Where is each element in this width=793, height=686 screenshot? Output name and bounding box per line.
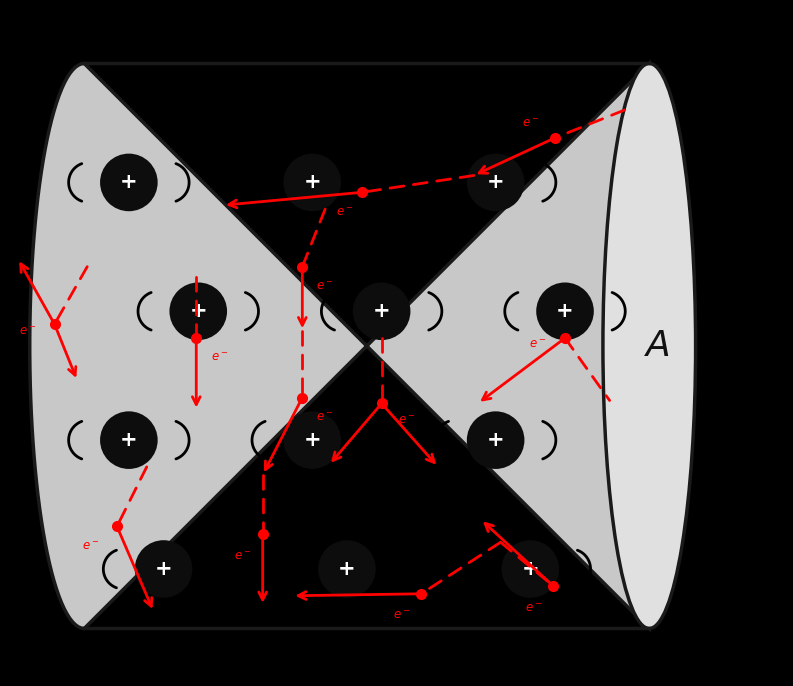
Text: +: +	[190, 301, 207, 321]
Circle shape	[319, 541, 375, 597]
Text: $e^-$: $e^-$	[316, 280, 334, 293]
Circle shape	[538, 283, 593, 339]
Text: $e^-$: $e^-$	[522, 117, 539, 130]
Text: $e^-$: $e^-$	[19, 324, 36, 338]
Text: $e^-$: $e^-$	[211, 351, 229, 364]
Circle shape	[170, 283, 226, 339]
Text: $e^-$: $e^-$	[234, 549, 251, 563]
Text: +: +	[120, 172, 138, 192]
Text: $e^-$: $e^-$	[393, 609, 410, 622]
Text: $e^-$: $e^-$	[336, 206, 354, 219]
Circle shape	[468, 154, 523, 210]
Text: $e^-$: $e^-$	[397, 414, 416, 427]
Text: +: +	[522, 559, 539, 579]
Circle shape	[503, 541, 558, 597]
Circle shape	[285, 154, 340, 210]
Text: $e^-$: $e^-$	[528, 338, 546, 351]
Text: +: +	[120, 430, 138, 450]
Text: $e^-$: $e^-$	[316, 411, 334, 424]
Circle shape	[136, 541, 191, 597]
Text: +: +	[556, 301, 574, 321]
Circle shape	[468, 412, 523, 468]
Text: +: +	[304, 430, 321, 450]
Text: $e^-$: $e^-$	[82, 540, 100, 553]
Circle shape	[354, 283, 409, 339]
Text: +: +	[487, 172, 504, 192]
Text: +: +	[487, 430, 504, 450]
Text: $e^-$: $e^-$	[524, 602, 542, 615]
Polygon shape	[30, 64, 649, 628]
Text: +: +	[304, 172, 321, 192]
Text: +: +	[373, 301, 390, 321]
Circle shape	[102, 154, 157, 210]
Text: $A$: $A$	[644, 329, 670, 363]
Circle shape	[285, 412, 340, 468]
Text: +: +	[155, 559, 172, 579]
Circle shape	[102, 412, 157, 468]
Text: +: +	[338, 559, 356, 579]
Ellipse shape	[603, 64, 695, 628]
